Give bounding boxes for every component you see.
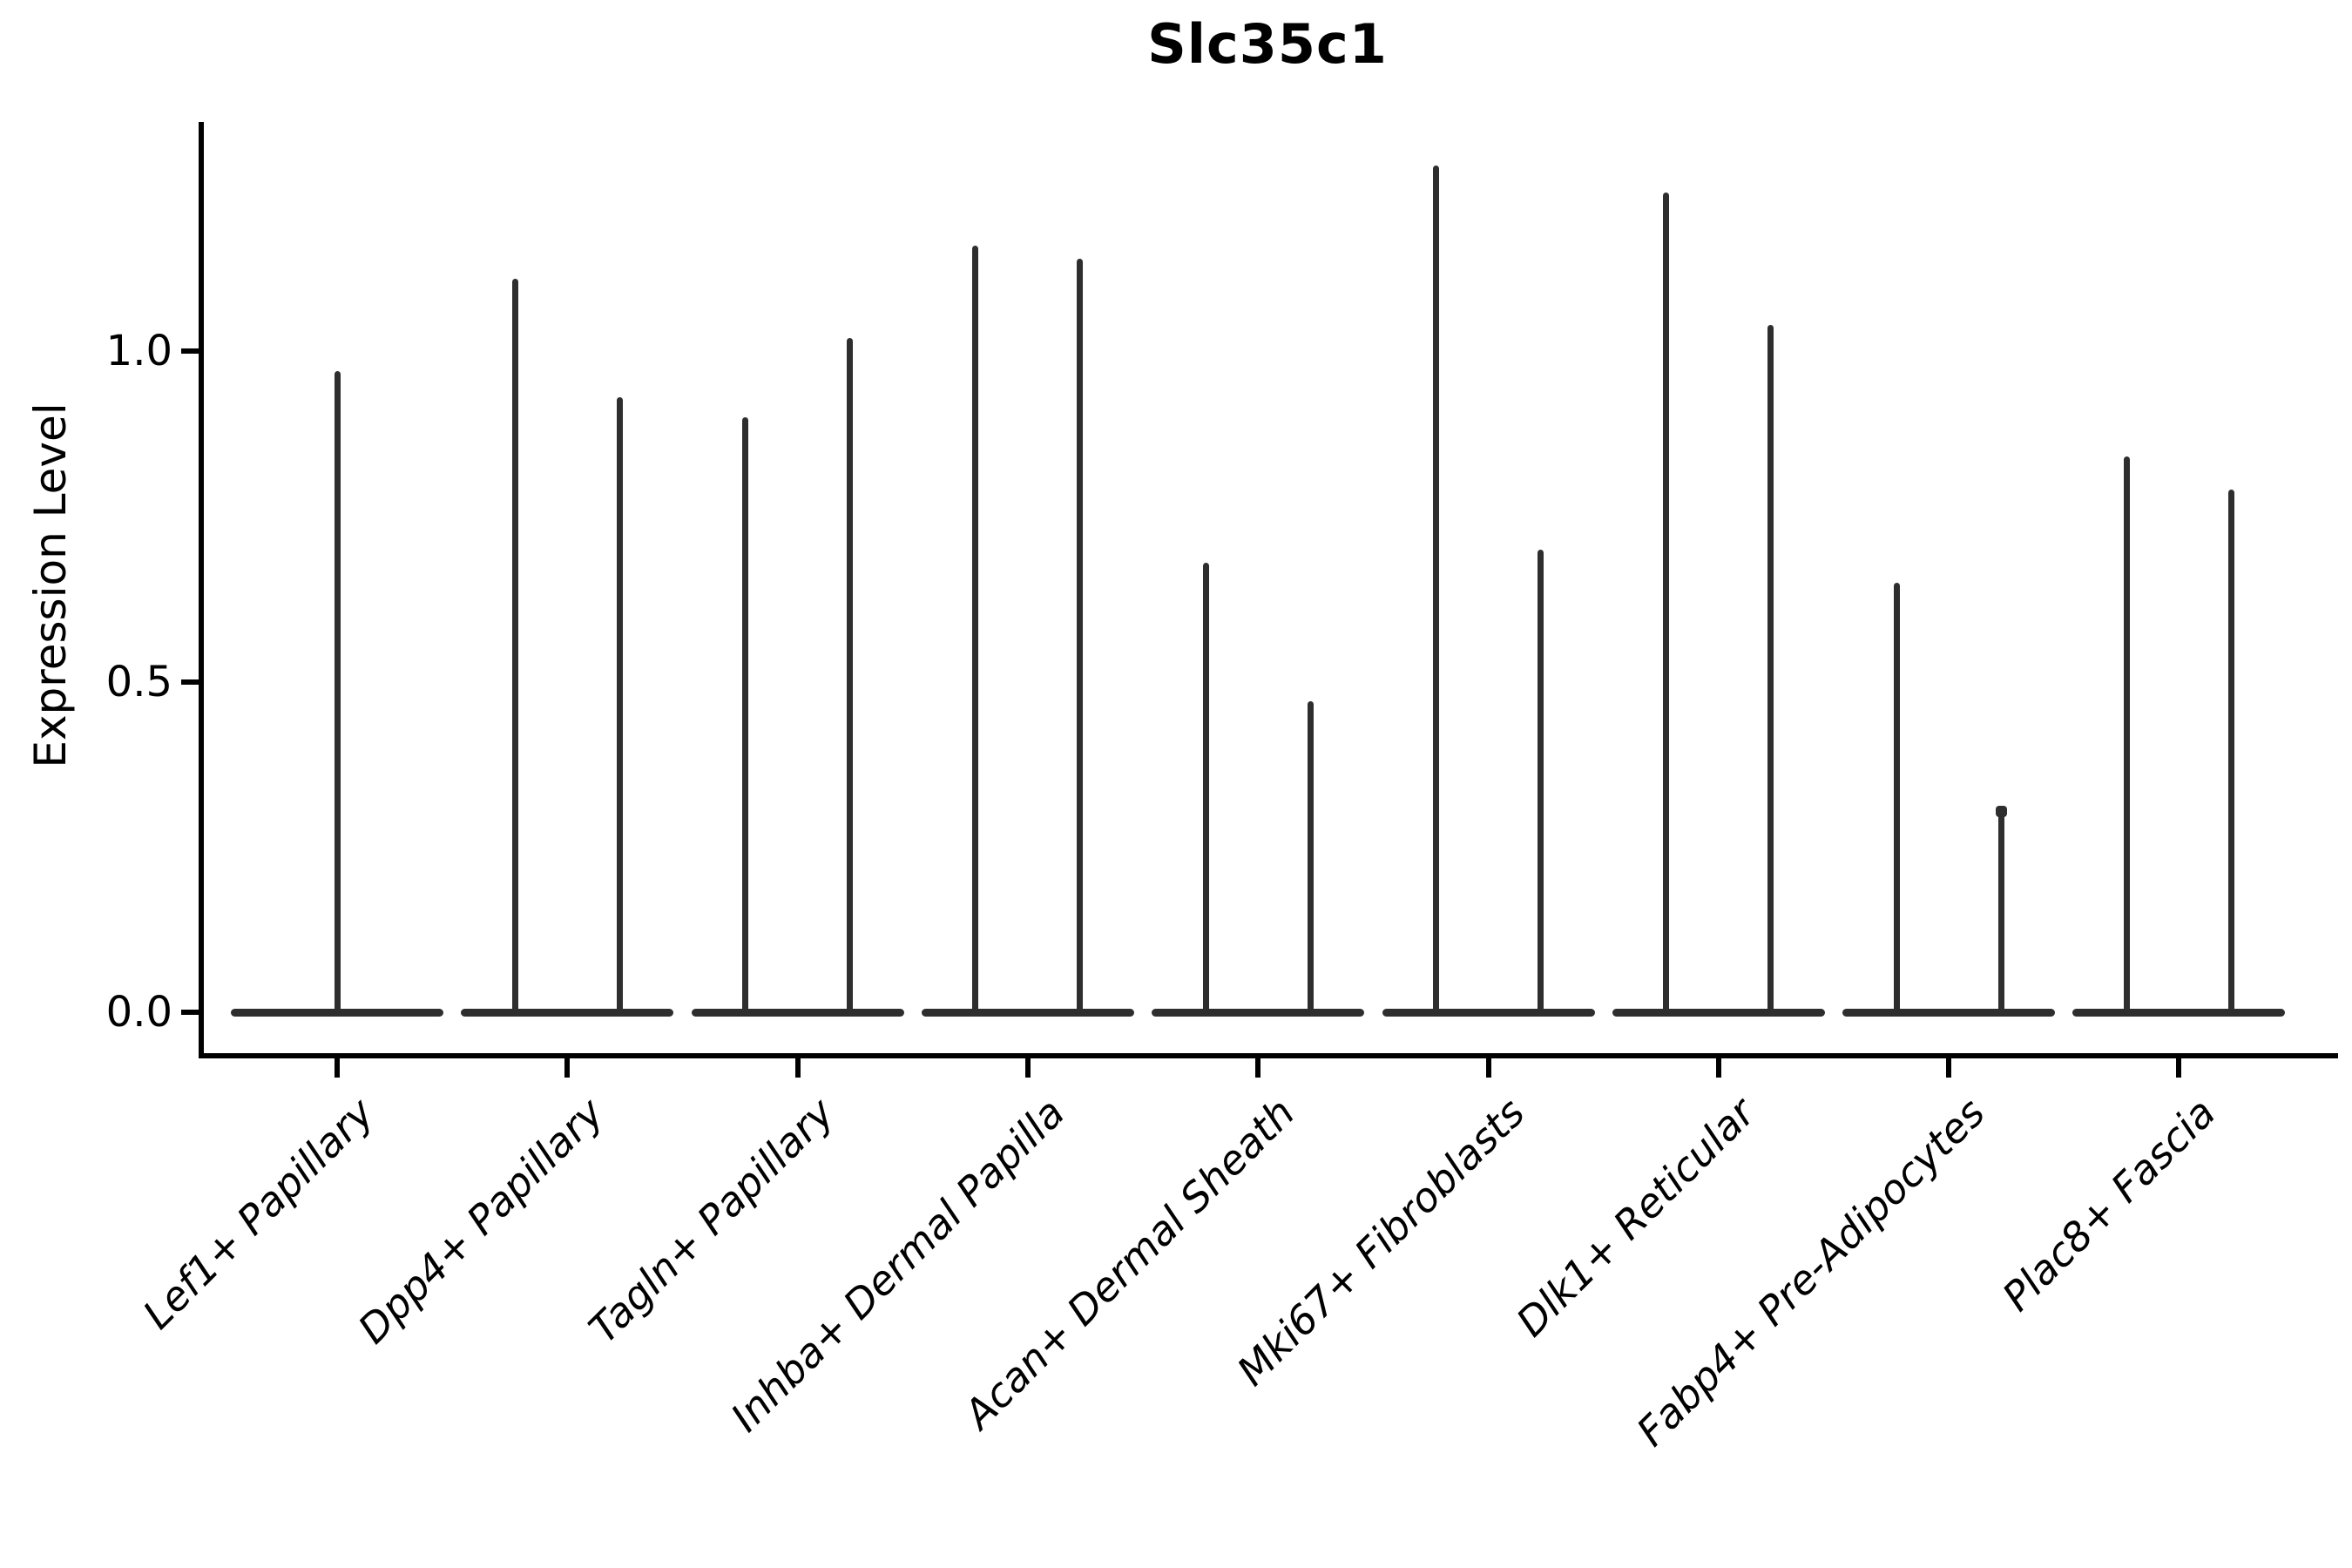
- x-tick-mark: [1715, 1057, 1721, 1078]
- violin-base: [1152, 1008, 1365, 1017]
- violin-base: [461, 1008, 674, 1017]
- violin-base: [691, 1008, 904, 1017]
- violin-base: [1612, 1008, 1825, 1017]
- x-tick-mark: [1255, 1057, 1261, 1078]
- violin-base: [1842, 1008, 2056, 1017]
- violin-spike: [1893, 582, 1900, 1012]
- violin-base: [1382, 1008, 1595, 1017]
- x-tick-mark: [1485, 1057, 1491, 1078]
- violin-spike: [1538, 549, 1544, 1012]
- y-axis-title: Expression Level: [25, 402, 76, 768]
- y-axis-spine: [199, 122, 204, 1058]
- violin-spike: [972, 245, 979, 1012]
- violin-spike: [1663, 192, 1670, 1012]
- x-tick-mark: [564, 1057, 571, 1078]
- x-tick-mark: [794, 1057, 801, 1078]
- violin-spike: [847, 337, 854, 1012]
- violin-spike: [616, 397, 623, 1012]
- violin-base: [2072, 1008, 2286, 1017]
- violin-spike: [1997, 807, 2004, 1012]
- x-axis-spine: [199, 1053, 2338, 1058]
- violin-base: [921, 1008, 1134, 1017]
- y-tick-label: 0.0: [105, 988, 172, 1037]
- violin-spike: [1077, 258, 1084, 1012]
- violin-spike: [334, 370, 341, 1012]
- x-tick-mark: [1024, 1057, 1031, 1078]
- x-tick-mark: [1946, 1057, 1952, 1078]
- x-tick-mark: [2176, 1057, 2182, 1078]
- violin-spike: [511, 278, 518, 1012]
- x-tick-label: Lef1+ Papillary: [133, 1089, 383, 1338]
- x-tick-label: Dpp4+ Papillary: [348, 1089, 613, 1353]
- violin-spike: [1433, 166, 1439, 1012]
- violin-spike: [1202, 562, 1209, 1012]
- y-tick-mark: [181, 348, 200, 354]
- violin-spike-cap: [1995, 805, 2007, 817]
- violin-spike: [2123, 456, 2130, 1012]
- x-tick-label: Plac8+ Fascia: [1993, 1089, 2225, 1321]
- x-tick-label: Tagln+ Papillary: [579, 1089, 843, 1353]
- x-tick-label: Dlk1+ Reticular: [1507, 1089, 1764, 1346]
- violin-base: [231, 1008, 443, 1017]
- y-tick-label: 0.5: [105, 657, 172, 706]
- x-tick-mark: [335, 1057, 340, 1078]
- y-tick-mark: [181, 1010, 200, 1015]
- violin-spike: [2227, 490, 2234, 1012]
- y-tick-label: 1.0: [105, 327, 172, 375]
- violin-spike: [1307, 701, 1314, 1012]
- violin-spike: [1767, 324, 1774, 1012]
- y-tick-mark: [181, 679, 200, 685]
- violin-spike: [742, 416, 749, 1012]
- chart-title: Slc35c1: [1147, 12, 1388, 76]
